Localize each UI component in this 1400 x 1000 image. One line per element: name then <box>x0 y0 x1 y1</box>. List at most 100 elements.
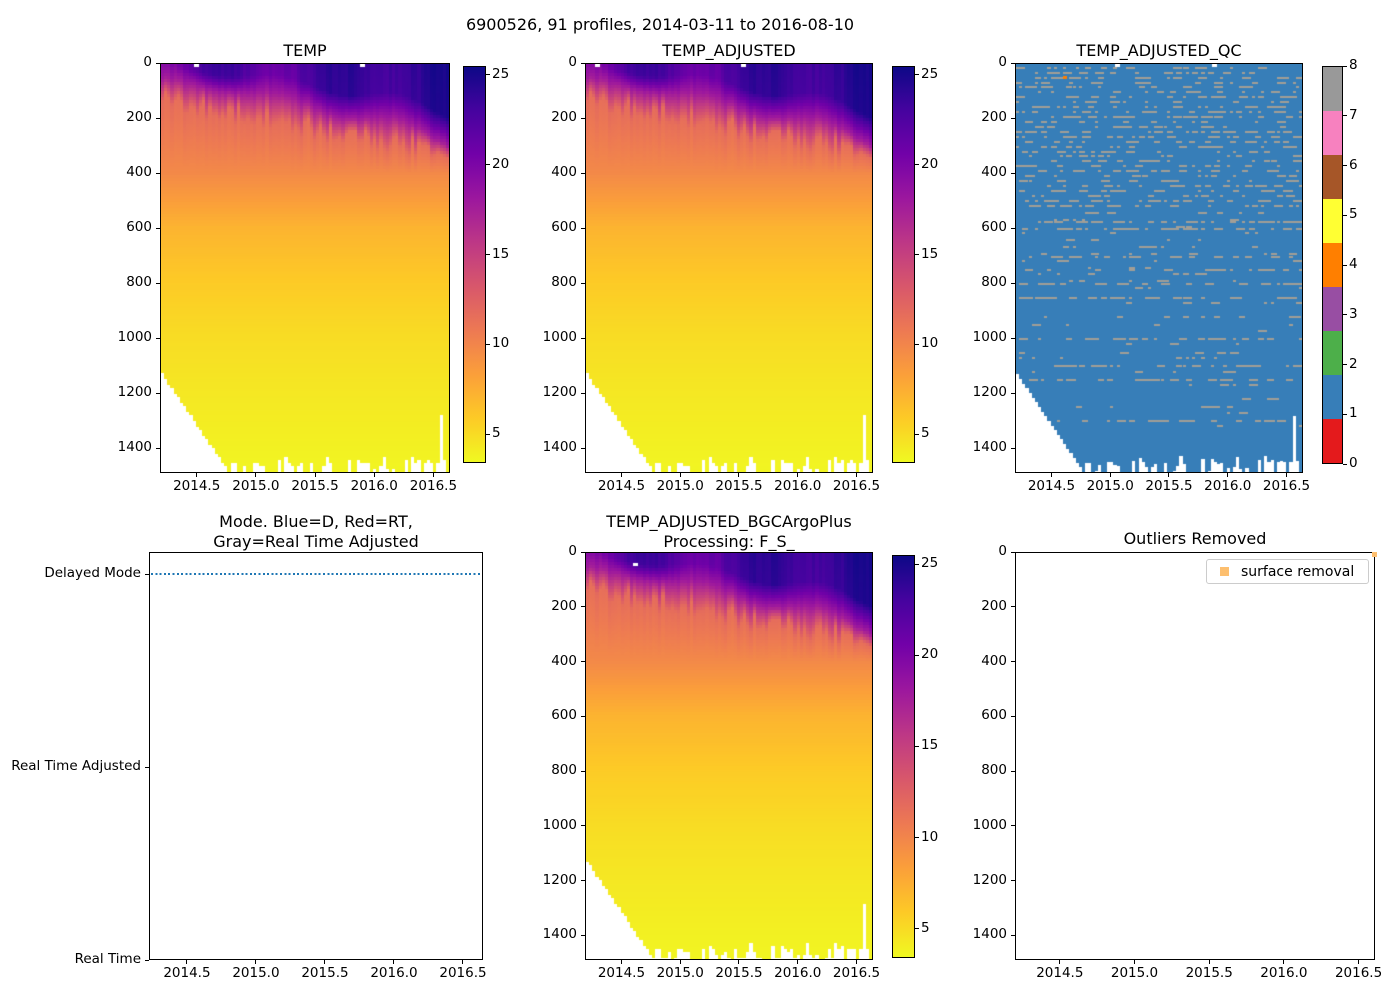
tick-mark <box>581 282 585 284</box>
tick-mark <box>581 117 585 119</box>
tick-label: 200 <box>126 109 152 126</box>
tick-label: 1200 <box>117 384 152 401</box>
tick-label: 800 <box>981 274 1007 291</box>
tick-label: Delayed Mode <box>44 565 141 581</box>
tick-mark <box>156 227 160 229</box>
tick-mark <box>1059 960 1061 964</box>
temp-adjusted-plot <box>585 63 873 473</box>
tick-mark <box>1168 473 1170 477</box>
bgc-colorbar <box>892 555 915 958</box>
tick-mark <box>486 254 490 256</box>
tick-label: 200 <box>981 597 1007 614</box>
tick-label: 600 <box>551 219 577 236</box>
tick-mark <box>581 172 585 174</box>
tick-label: 2015.0 <box>1110 965 1159 981</box>
tick-label: 800 <box>126 274 152 291</box>
tick-label: 2016.0 <box>1260 965 1308 981</box>
tick-mark <box>1343 115 1347 117</box>
tick-mark <box>1208 960 1210 964</box>
tick-mark <box>1011 934 1015 936</box>
tick-mark <box>1109 473 1111 477</box>
tick-label: 2016.0 <box>774 965 822 981</box>
tick-label: 800 <box>981 762 1007 779</box>
tick-label: 2016.0 <box>370 965 418 981</box>
qc-colorbar-segment <box>1323 199 1342 243</box>
tick-label: 1000 <box>972 329 1007 346</box>
tick-mark <box>156 62 160 64</box>
tick-label: 15 <box>921 245 939 262</box>
tick-mark <box>1343 364 1347 365</box>
tick-mark <box>1011 392 1015 394</box>
tick-label: 2014.5 <box>597 965 646 981</box>
outlier-point <box>1371 552 1377 557</box>
tick-label: Real Time <box>74 951 141 967</box>
tick-mark <box>186 960 188 964</box>
tick-label: 1400 <box>542 439 577 456</box>
tick-label: 5 <box>921 425 930 442</box>
mode-plot <box>149 552 483 960</box>
qc-colorbar-segment <box>1323 331 1342 375</box>
tick-label: 2015.5 <box>1185 965 1233 981</box>
tick-label: 2016.0 <box>1204 478 1252 494</box>
tick-mark <box>581 392 585 394</box>
tick-mark <box>1011 227 1015 229</box>
tick-label: 10 <box>492 335 510 352</box>
tick-mark <box>486 343 490 345</box>
tick-mark <box>156 172 160 174</box>
tick-label: 1400 <box>972 926 1007 943</box>
tick-mark <box>581 880 585 882</box>
tick-label: 20 <box>492 155 510 172</box>
temp-adjusted-qc-title: TEMP_ADJUSTED_QC <box>1076 41 1242 60</box>
temp-colorbar <box>463 66 486 463</box>
tick-mark <box>1011 117 1015 119</box>
tick-mark <box>145 959 149 961</box>
tick-mark <box>1011 172 1015 174</box>
tick-label: 5 <box>921 919 930 936</box>
tick-label: 20 <box>921 646 939 663</box>
tick-mark <box>255 473 257 477</box>
tick-mark <box>856 473 858 477</box>
tick-mark <box>1011 62 1015 64</box>
tick-label: 2015.5 <box>291 478 339 494</box>
tick-label: 15 <box>921 737 939 754</box>
tick-mark <box>1343 463 1347 465</box>
tick-label: 1200 <box>542 384 577 401</box>
tick-label: 1000 <box>117 329 152 346</box>
tick-label: 1200 <box>542 871 577 888</box>
mode-dotted-line <box>151 573 481 575</box>
tick-mark <box>581 227 585 229</box>
tick-label: 0 <box>998 54 1007 70</box>
tick-mark <box>156 447 160 449</box>
tick-mark <box>156 337 160 339</box>
bgc-title-line1: TEMP_ADJUSTED_BGCArgoPlus <box>606 512 852 531</box>
tick-label: Real Time Adjusted <box>11 758 141 774</box>
tick-mark <box>738 960 740 964</box>
temp-plot <box>160 63 450 473</box>
tick-label: 400 <box>551 164 577 181</box>
tick-label: 20 <box>921 155 939 172</box>
outliers-plot: surface removal <box>1015 552 1375 960</box>
tick-label: 2016.0 <box>350 478 398 494</box>
tick-label: 1000 <box>542 816 577 833</box>
surface-removal-marker-icon <box>1220 567 1229 576</box>
tick-mark <box>156 282 160 284</box>
tick-label: 2016.5 <box>832 478 881 494</box>
tick-label: 400 <box>126 164 152 181</box>
tick-mark <box>679 473 681 477</box>
tick-mark <box>486 74 490 76</box>
tick-label: 3 <box>1349 305 1358 322</box>
tick-mark <box>1343 413 1347 415</box>
mode-title-line2: Gray=Real Time Adjusted <box>213 531 419 551</box>
tick-mark <box>1011 551 1015 553</box>
tick-mark <box>145 766 149 768</box>
tick-label: 2016.5 <box>1262 478 1311 494</box>
tick-mark <box>581 447 585 449</box>
mode-title-line1: Mode. Blue=D, Red=RT, <box>219 512 413 531</box>
tick-mark <box>145 573 149 575</box>
tick-mark <box>915 74 919 76</box>
tick-label: 600 <box>981 219 1007 236</box>
tick-mark <box>856 960 858 964</box>
tick-mark <box>581 934 585 936</box>
tick-mark <box>1227 473 1229 477</box>
tick-mark <box>915 433 919 435</box>
